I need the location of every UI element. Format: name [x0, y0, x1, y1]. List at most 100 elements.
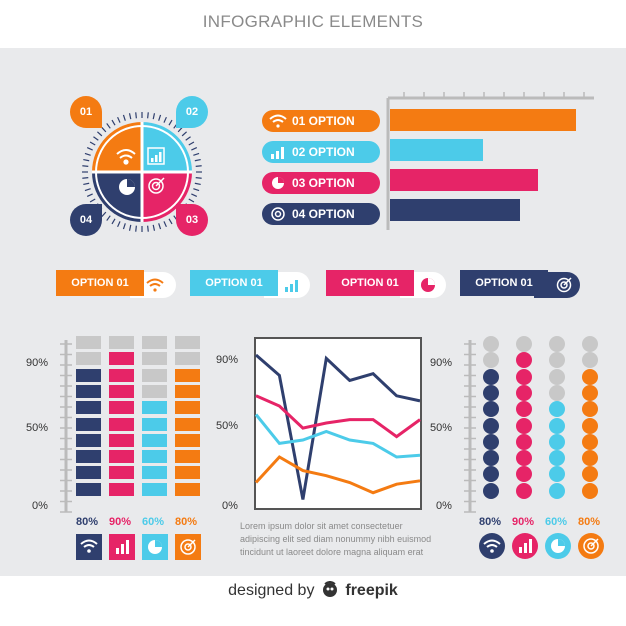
- pie-chart-icon: [272, 177, 284, 189]
- target-icon: [148, 177, 165, 194]
- series-line-2: [255, 394, 421, 439]
- dot-cell: [549, 368, 565, 385]
- bar-cell: [175, 352, 200, 366]
- dot-value-label: 80%: [479, 516, 502, 528]
- dot-cell: [483, 352, 499, 369]
- option-bar-3: [390, 169, 538, 191]
- bar-cell: [175, 417, 200, 431]
- wheel-segment-1: [92, 122, 142, 172]
- option-bar-label: OPTION 01: [326, 270, 414, 296]
- option-bar-2: [390, 139, 483, 161]
- left-axis: [60, 340, 72, 513]
- bar-cell: [109, 384, 134, 398]
- wifi-icon: [269, 114, 287, 128]
- dot-cell: [582, 384, 598, 401]
- dot-cell: [483, 466, 499, 483]
- bar-cell: [142, 336, 167, 349]
- bar-cell: [76, 466, 101, 480]
- dot-cell: [549, 450, 565, 467]
- option-label: 03 OPTION: [292, 176, 355, 190]
- wheel-badge-3: 03: [176, 204, 208, 236]
- dot-cell: [549, 401, 565, 418]
- bar-cell: [142, 401, 167, 415]
- y-tick-50: 50%: [430, 422, 453, 434]
- dot-cell: [483, 368, 499, 385]
- option-bar-chart: [386, 92, 594, 230]
- wifi-icon: [116, 149, 136, 165]
- bar-cell: [142, 368, 167, 382]
- bar-cell: [142, 433, 167, 447]
- bar-cell: [76, 336, 101, 349]
- dot-cell: [516, 401, 532, 418]
- wheel-badge-1: 01: [70, 96, 102, 128]
- dot-cell: [483, 384, 499, 401]
- dot-cell: [549, 352, 565, 369]
- bar-value-label: 90%: [109, 516, 132, 528]
- bar-value-label: 80%: [76, 516, 99, 528]
- option-pill-2[interactable]: 02 OPTION: [262, 141, 380, 163]
- option-bar-1: [390, 109, 576, 131]
- option-wheel: [82, 112, 202, 232]
- dot-cell: [483, 482, 499, 499]
- dot-cell: [483, 450, 499, 467]
- dot-cell: [549, 384, 565, 401]
- bar-cell: [76, 384, 101, 398]
- bar-cell: [175, 384, 200, 398]
- dot-cell: [582, 466, 598, 483]
- dot-cell: [549, 336, 565, 352]
- y-tick-90: 90%: [216, 354, 239, 366]
- dot-cell: [582, 352, 598, 369]
- series-line-3: [254, 413, 421, 459]
- bar-cell: [109, 417, 134, 431]
- pie-chart-icon: [119, 179, 135, 195]
- signal-bars-icon: [512, 533, 538, 559]
- bar-cell: [76, 352, 101, 366]
- option-bar-text: OPTION 01: [71, 277, 129, 289]
- bar-cell: [175, 368, 200, 382]
- series-line-4: [254, 455, 421, 495]
- dot-cell: [516, 368, 532, 385]
- option-pill-1[interactable]: 01 OPTION: [262, 110, 380, 132]
- page-title: INFOGRAPHIC ELEMENTS: [202, 12, 424, 31]
- dot-cell: [549, 433, 565, 450]
- option-pill-4[interactable]: 04 OPTION: [262, 203, 380, 225]
- dot-cell: [516, 352, 532, 369]
- dot-cell: [516, 417, 532, 434]
- bar-cell: [142, 466, 167, 480]
- wifi-icon: [146, 278, 164, 292]
- pie-chart-icon: [142, 534, 168, 560]
- signal-bars-icon: [271, 147, 284, 159]
- bar-cell: [175, 433, 200, 447]
- dot-cell: [549, 482, 565, 499]
- y-tick-0: 0%: [32, 500, 48, 512]
- bar-cell: [76, 401, 101, 415]
- dot-cell: [582, 433, 598, 450]
- dot-cell: [582, 417, 598, 434]
- bar-cell: [175, 336, 200, 349]
- bar-value-label: 60%: [142, 516, 165, 528]
- wheel-badge-4: 04: [70, 204, 102, 236]
- badge-label: 02: [185, 106, 199, 118]
- bar-cell: [109, 352, 134, 366]
- bar-cell: [109, 466, 134, 480]
- badge-label: 03: [185, 214, 199, 226]
- wifi-icon: [76, 534, 102, 560]
- y-tick-90: 90%: [26, 357, 49, 369]
- bar-cell: [142, 482, 167, 496]
- wheel-badge-2: 02: [176, 96, 208, 128]
- series-line-1: [255, 353, 421, 500]
- y-tick-0: 0%: [436, 500, 452, 512]
- target-icon: [175, 534, 201, 560]
- option-pill-3[interactable]: 03 OPTION: [262, 172, 380, 194]
- lorem-text: Lorem ipsum dolor sit amet consectetuer …: [240, 521, 432, 557]
- dot-cell: [582, 368, 598, 385]
- dot-cell: [516, 450, 532, 467]
- bar-cell: [142, 450, 167, 464]
- option-bar-text: OPTION 01: [475, 277, 533, 289]
- dot-cell: [549, 466, 565, 483]
- option-label: 01 OPTION: [292, 114, 355, 128]
- dot-cell: [483, 433, 499, 450]
- credit-line[interactable]: designed by freepik: [0, 581, 626, 600]
- dot-cell: [582, 482, 598, 499]
- bar-cell: [142, 417, 167, 431]
